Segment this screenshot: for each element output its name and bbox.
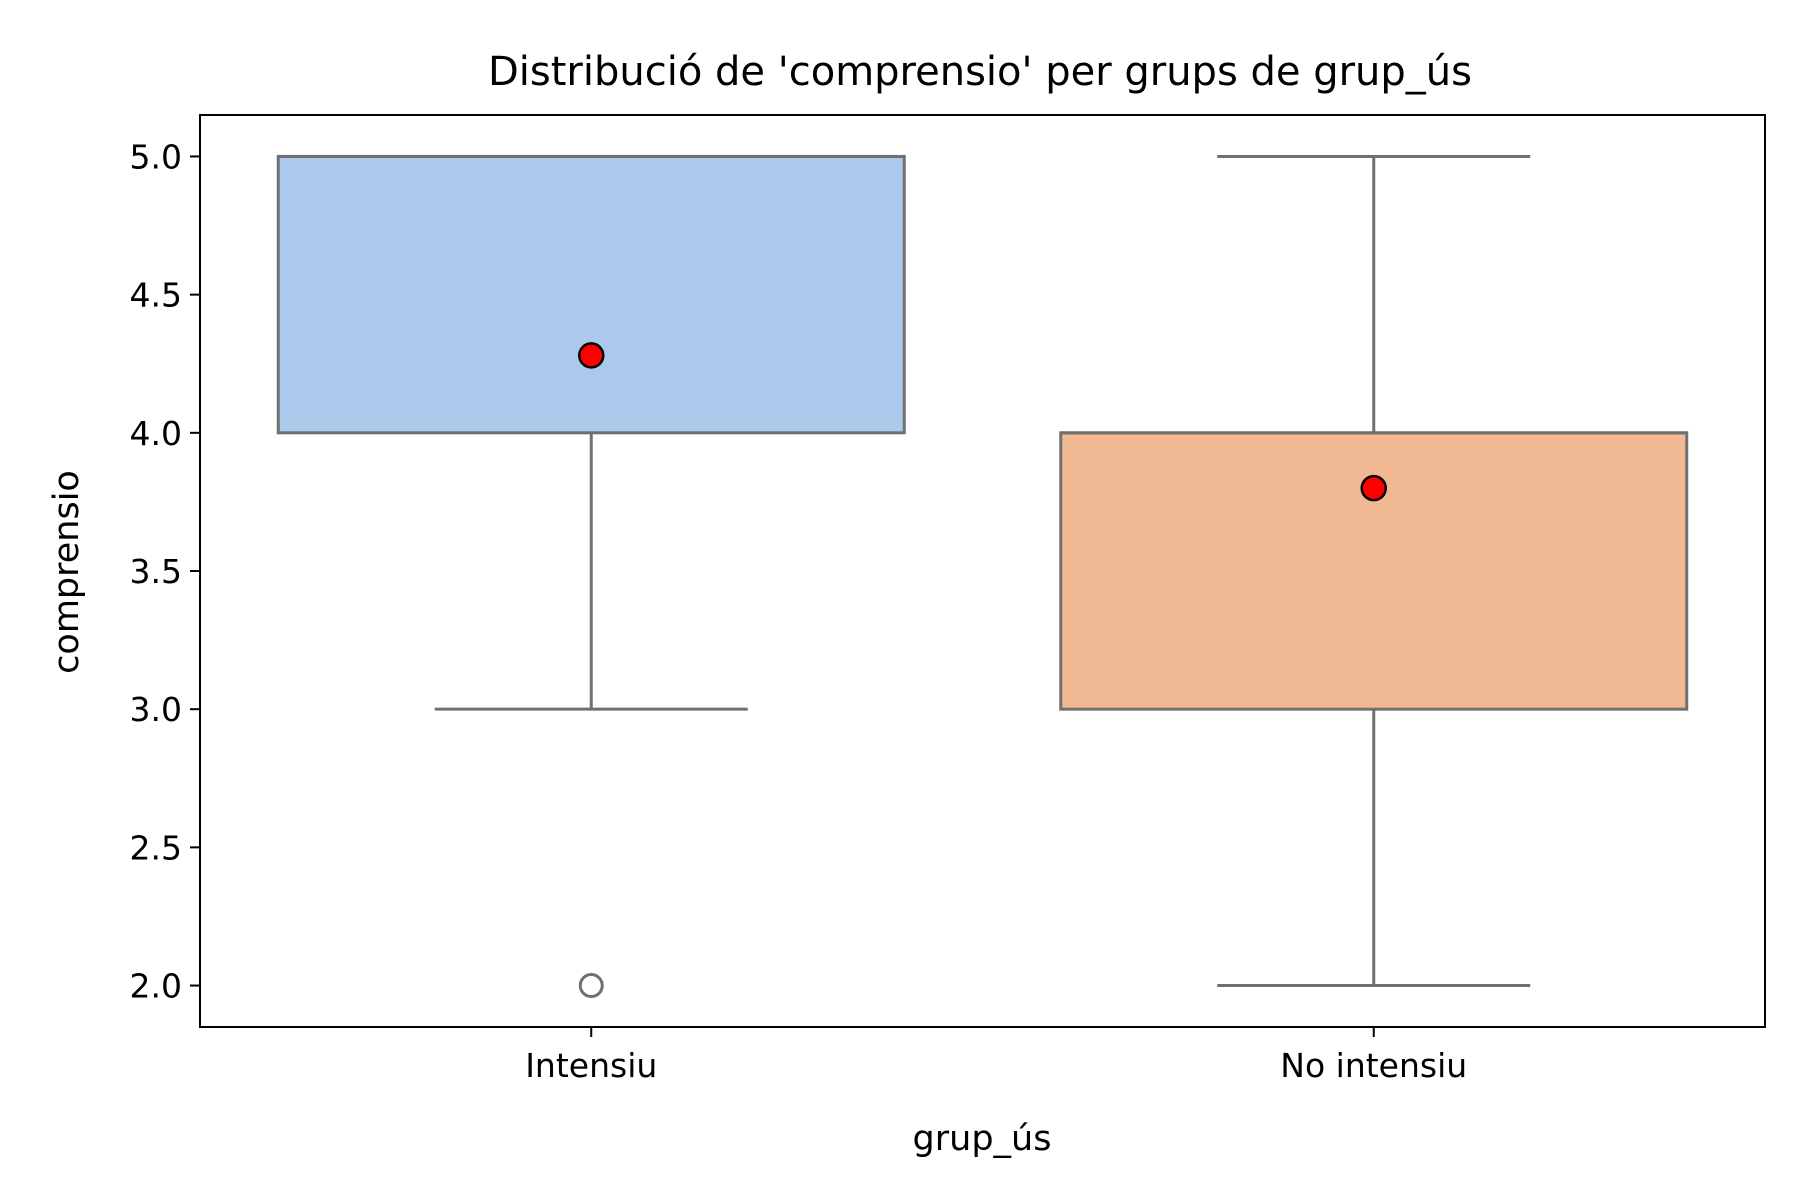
mean-marker xyxy=(578,342,605,369)
x-tick-label: Intensiu xyxy=(525,1046,657,1085)
mean-marker xyxy=(1360,474,1387,502)
y-tick-label: 3.5 xyxy=(130,552,182,591)
x-tick-label: No intensiu xyxy=(1280,1046,1467,1085)
y-axis-label: comprensio xyxy=(47,470,87,674)
x-axis-label: grup_ús xyxy=(913,1119,1052,1159)
y-tick-label: 4.5 xyxy=(130,276,182,315)
y-tick-label: 4.0 xyxy=(130,414,182,453)
plot-area xyxy=(276,154,1689,999)
y-tick-label: 2.5 xyxy=(130,828,182,867)
y-tick-label: 3.0 xyxy=(130,690,182,729)
box-group-1 xyxy=(1059,154,1689,988)
y-tick-label: 2.0 xyxy=(130,967,182,1006)
outlier-point xyxy=(578,973,604,999)
y-tick-label: 5.0 xyxy=(130,137,182,176)
box-group-0 xyxy=(276,154,906,999)
chart-title: Distribució de 'comprensio' per grups de… xyxy=(488,49,1472,95)
iqr-box xyxy=(1059,431,1689,711)
iqr-box xyxy=(276,154,906,435)
